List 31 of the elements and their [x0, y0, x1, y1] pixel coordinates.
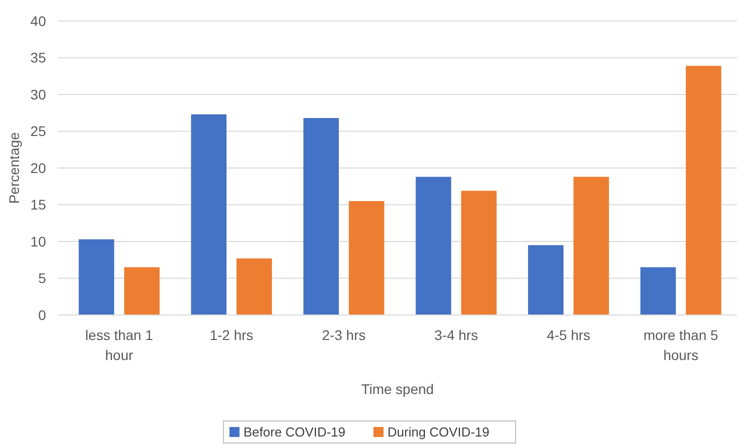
bar [461, 190, 497, 315]
y-tick-label: 40 [30, 12, 46, 29]
bar [236, 258, 272, 315]
legend-label: Before COVID-19 [244, 424, 346, 440]
x-tick-label: 1-2 hrs [210, 327, 254, 343]
x-axis-title: Time spend [361, 381, 434, 397]
x-tick-label: more than 5 hours [643, 327, 718, 363]
bar [416, 176, 452, 315]
bar [78, 239, 114, 315]
legend-label: During COVID-19 [388, 424, 490, 440]
y-tick-label: 30 [30, 86, 46, 102]
y-tick-label: 5 [38, 270, 46, 286]
y-tick-label: 10 [30, 233, 46, 250]
y-tick-label: 35 [30, 50, 46, 66]
y-tick-label: 20 [30, 160, 46, 176]
y-tick-label: 15 [30, 196, 46, 213]
y-tick-label: 0 [38, 306, 46, 323]
bar [348, 201, 384, 315]
bar [191, 114, 226, 315]
bar [640, 267, 676, 315]
bar [528, 245, 564, 315]
x-tick-label: 2-3 hrs [322, 327, 366, 343]
x-tick-label: 4-5 hrs [546, 327, 590, 343]
x-tick-label: 3-4 hrs [434, 327, 478, 343]
y-tick-label: 25 [30, 123, 46, 140]
bar [124, 267, 160, 315]
bar [303, 118, 339, 315]
x-tick-label: less than 1 hour [85, 327, 154, 363]
y-axis-title: Percentage [6, 132, 22, 204]
bar [574, 176, 609, 315]
bar [686, 66, 722, 315]
